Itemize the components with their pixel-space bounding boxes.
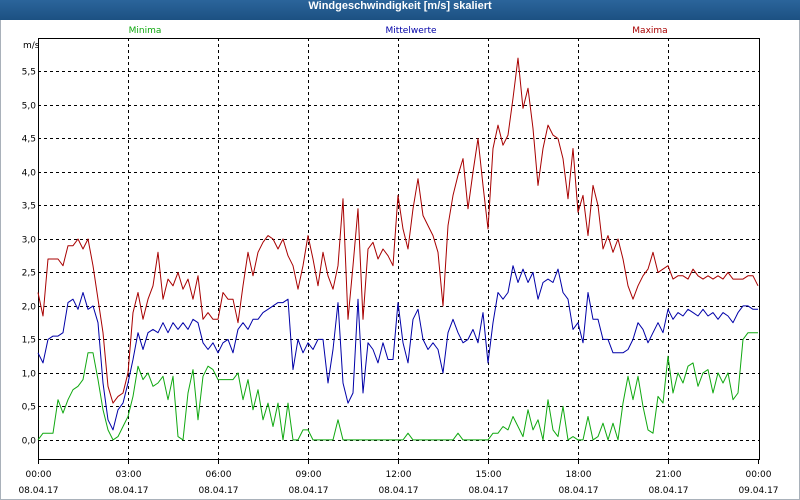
chart-title: Windgeschwindigkeit [m/s] skaliert <box>308 0 492 12</box>
series-lines <box>37 57 759 441</box>
x-axis: 00:00 08.04.17 03:00 08.04.17 06:00 08.04.17 0… <box>18 460 779 496</box>
y-tick-label: 0,0 <box>22 437 37 447</box>
x-tick-date-label: 09.04.17 <box>738 486 778 496</box>
x-tick-time-label: 18:00 <box>566 470 592 480</box>
x-tick-time-label: 15:00 <box>476 470 502 480</box>
x-tick-time-label: 21:00 <box>656 470 682 480</box>
maxima-line <box>37 57 759 404</box>
x-tick-time-label: 00:00 <box>26 470 52 480</box>
x-tick-date-label: 08.04.17 <box>648 486 688 496</box>
x-tick-date-label: 08.04.17 <box>558 486 598 496</box>
y-tick-label: 3,0 <box>22 236 37 246</box>
y-tick-label: 4,0 <box>22 169 37 179</box>
y-tick-label: 5,0 <box>22 102 37 112</box>
y-tick-label: 5,5 <box>22 68 36 78</box>
y-tick-label: 2,0 <box>22 303 37 313</box>
y-tick-label: 0,5 <box>22 403 36 413</box>
y-axis-unit-label: m/s <box>23 41 40 51</box>
legend-mittelwerte: Mittelwerte <box>385 26 436 36</box>
x-tick-time-label: 03:00 <box>116 470 142 480</box>
legend-maxima: Maxima <box>632 26 667 36</box>
chart-title-bar: Windgeschwindigkeit [m/s] skaliert <box>0 0 800 20</box>
x-tick-time-label: 00:00 <box>746 470 772 480</box>
x-tick-time-label: 12:00 <box>386 470 412 480</box>
y-tick-label: 2,5 <box>22 269 36 279</box>
x-tick-date-label: 08.04.17 <box>468 486 508 496</box>
y-tick-label: 3,5 <box>22 202 36 212</box>
y-tick-label: 4,5 <box>22 135 36 145</box>
x-tick-time-label: 09:00 <box>296 470 322 480</box>
x-tick-date-label: 08.04.17 <box>378 486 418 496</box>
x-tick-date-label: 08.04.17 <box>18 486 58 496</box>
x-tick-time-label: 06:00 <box>206 470 232 480</box>
y-tick-label: 1,0 <box>22 370 37 380</box>
x-tick-date-label: 08.04.17 <box>198 486 238 496</box>
plot-frame <box>38 38 760 460</box>
x-tick-date-label: 08.04.17 <box>288 486 328 496</box>
mittelwerte-line <box>37 265 758 431</box>
x-tick-date-label: 08.04.17 <box>108 486 148 496</box>
y-axis: 0,0 0,5 1,0 1,5 2,0 2,5 3,0 3,5 4,0 4,5 5,0 5,5 <box>22 68 37 447</box>
gridlines <box>38 38 760 460</box>
minima-line <box>37 332 758 441</box>
legend-minima: Minima <box>129 26 162 36</box>
y-tick-label: 1,5 <box>22 336 36 346</box>
